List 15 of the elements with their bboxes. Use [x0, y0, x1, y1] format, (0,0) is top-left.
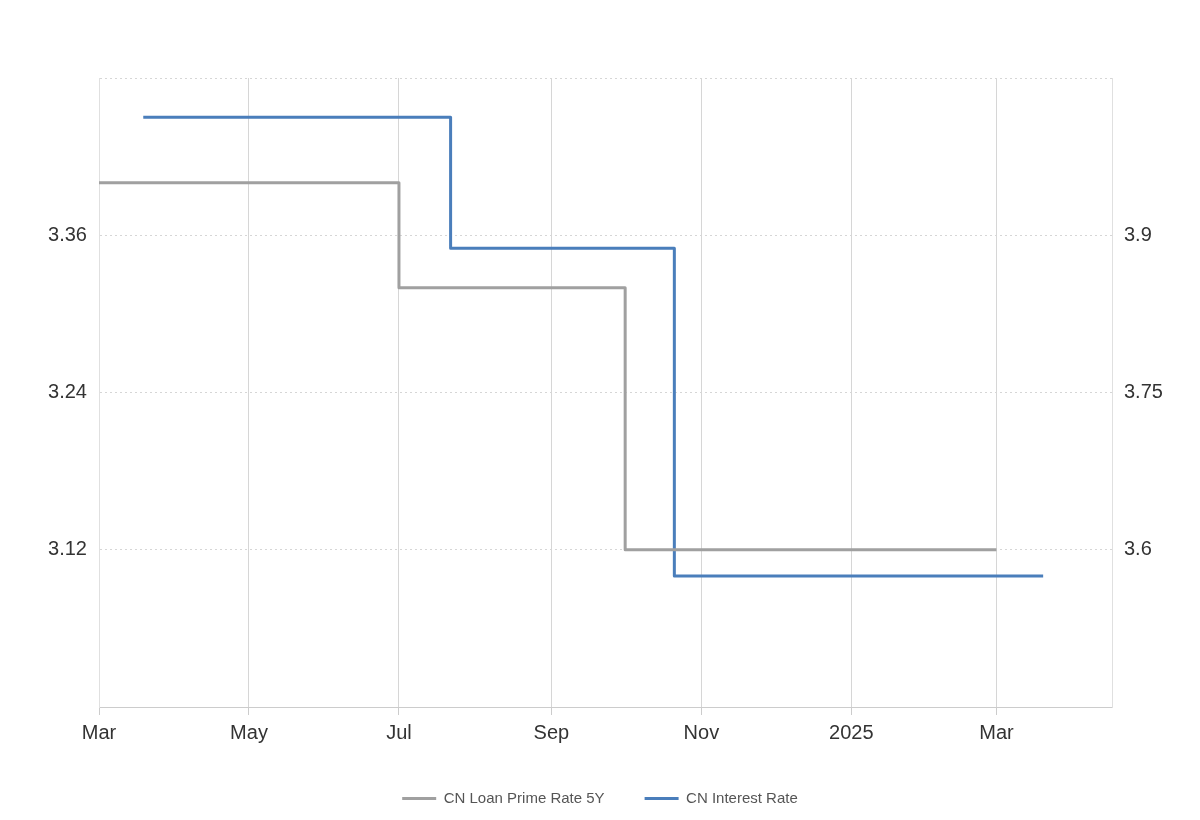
x-tick-label: Mar [81, 720, 117, 743]
y-tick-label: 3.24 [48, 380, 87, 403]
y2-tick-label: 3.6 [1124, 537, 1152, 560]
y2-tick-label: 3.75 [1124, 380, 1163, 403]
legend-label: CN Interest Rate [686, 788, 798, 806]
y-tick-label: 3.12 [48, 537, 87, 560]
legend-label: CN Loan Prime Rate 5Y [443, 788, 605, 806]
x-tick-label: Nov [683, 720, 720, 743]
x-tick-label: 2025 [829, 720, 874, 743]
x-tick-label: Jul [386, 720, 412, 743]
x-tick-label: Sep [533, 720, 570, 743]
x-tick-label: Mar [979, 720, 1014, 743]
x-tick-label: May [230, 720, 268, 743]
y-tick-label: 3.36 [48, 222, 87, 245]
y2-tick-label: 3.9 [1124, 222, 1152, 245]
